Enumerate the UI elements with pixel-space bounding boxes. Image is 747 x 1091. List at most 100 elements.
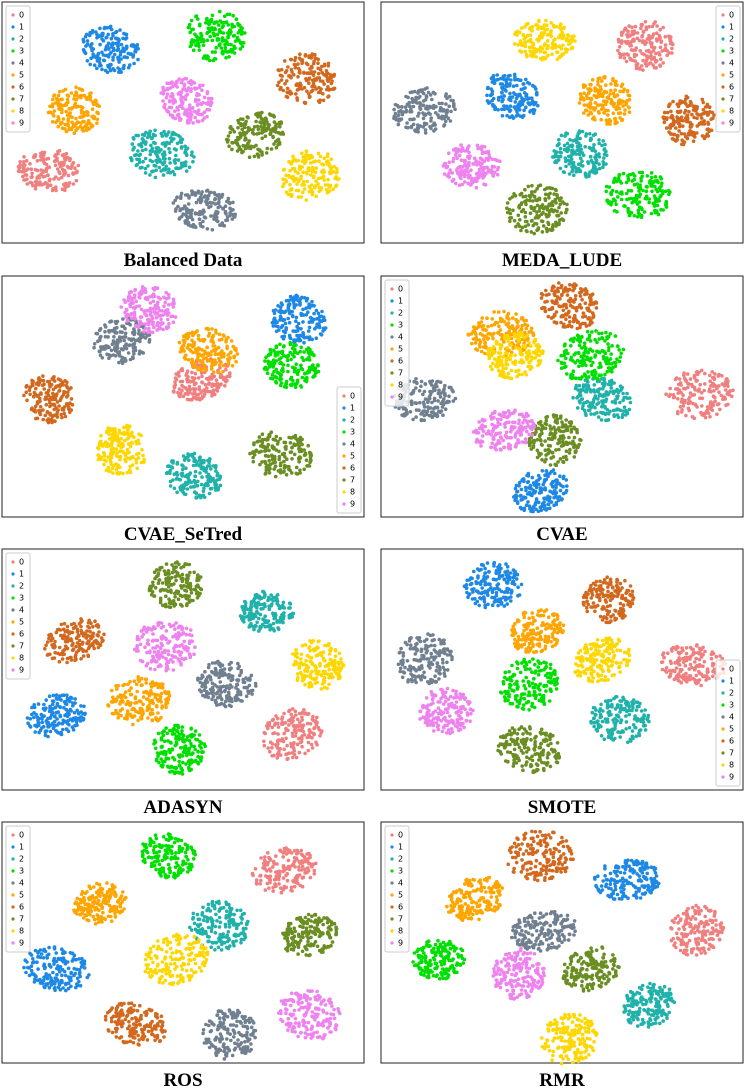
point xyxy=(131,349,136,354)
point xyxy=(467,144,471,148)
point xyxy=(573,39,577,43)
point xyxy=(668,102,672,106)
point xyxy=(500,82,505,86)
point xyxy=(316,363,320,368)
point xyxy=(508,219,512,223)
point xyxy=(211,201,215,205)
legend-label: 3 xyxy=(729,47,734,56)
point xyxy=(55,97,59,101)
point xyxy=(90,107,95,111)
point xyxy=(620,117,625,122)
point xyxy=(448,168,452,172)
point xyxy=(318,332,323,336)
point xyxy=(664,201,668,205)
point xyxy=(627,197,631,201)
point xyxy=(175,462,179,466)
point xyxy=(300,87,304,91)
point xyxy=(186,358,191,362)
point xyxy=(304,458,309,463)
point xyxy=(111,48,116,52)
point xyxy=(218,223,222,227)
point xyxy=(466,181,471,186)
point xyxy=(180,463,184,467)
point xyxy=(564,37,569,41)
point xyxy=(224,339,228,344)
point xyxy=(224,218,228,223)
point xyxy=(191,463,196,468)
point xyxy=(94,30,98,34)
point xyxy=(61,163,66,167)
point xyxy=(321,98,326,103)
point xyxy=(295,96,299,100)
point xyxy=(274,376,279,380)
point xyxy=(675,138,679,142)
point xyxy=(131,55,135,59)
legend-label: 8 xyxy=(729,107,734,116)
point xyxy=(201,225,205,229)
point xyxy=(655,203,660,208)
point xyxy=(302,467,307,472)
point xyxy=(415,96,420,100)
point xyxy=(99,63,103,68)
point xyxy=(60,107,64,112)
point xyxy=(196,337,201,341)
point xyxy=(288,350,293,355)
point xyxy=(135,46,140,50)
point xyxy=(292,452,297,457)
point xyxy=(650,189,654,194)
point xyxy=(22,169,26,174)
point xyxy=(205,38,210,43)
point xyxy=(201,353,206,357)
point xyxy=(174,207,178,211)
point xyxy=(140,148,145,153)
point xyxy=(183,480,188,485)
point xyxy=(60,394,64,399)
point xyxy=(125,423,129,428)
point xyxy=(233,39,238,43)
point xyxy=(51,387,56,392)
point xyxy=(222,14,227,18)
point xyxy=(259,116,264,121)
point xyxy=(322,178,327,182)
point xyxy=(184,160,188,164)
point xyxy=(73,101,78,106)
point xyxy=(294,362,299,367)
point xyxy=(30,171,34,176)
point xyxy=(304,313,309,317)
point xyxy=(74,90,78,94)
point xyxy=(579,147,583,152)
point xyxy=(92,342,97,346)
point xyxy=(640,207,644,212)
point xyxy=(40,153,44,157)
point xyxy=(228,371,232,375)
point xyxy=(676,118,681,123)
point xyxy=(273,438,278,442)
point xyxy=(175,470,179,475)
point xyxy=(178,140,182,144)
point xyxy=(123,331,128,336)
point xyxy=(608,92,612,96)
point xyxy=(49,110,53,115)
point xyxy=(519,191,524,196)
point xyxy=(588,132,592,136)
point xyxy=(447,151,451,155)
point xyxy=(170,80,174,84)
point xyxy=(232,51,237,55)
point xyxy=(652,45,657,50)
point xyxy=(82,119,86,124)
point xyxy=(301,358,306,363)
point xyxy=(647,197,652,201)
point xyxy=(280,335,284,339)
point xyxy=(122,338,126,343)
point xyxy=(151,169,155,173)
legend-label: 7 xyxy=(19,95,24,104)
point xyxy=(162,167,166,171)
point xyxy=(409,109,414,114)
point xyxy=(570,143,575,148)
point xyxy=(317,159,321,163)
point xyxy=(216,205,220,210)
point xyxy=(33,153,38,157)
point xyxy=(56,93,61,98)
point xyxy=(293,366,298,371)
point xyxy=(669,35,673,39)
